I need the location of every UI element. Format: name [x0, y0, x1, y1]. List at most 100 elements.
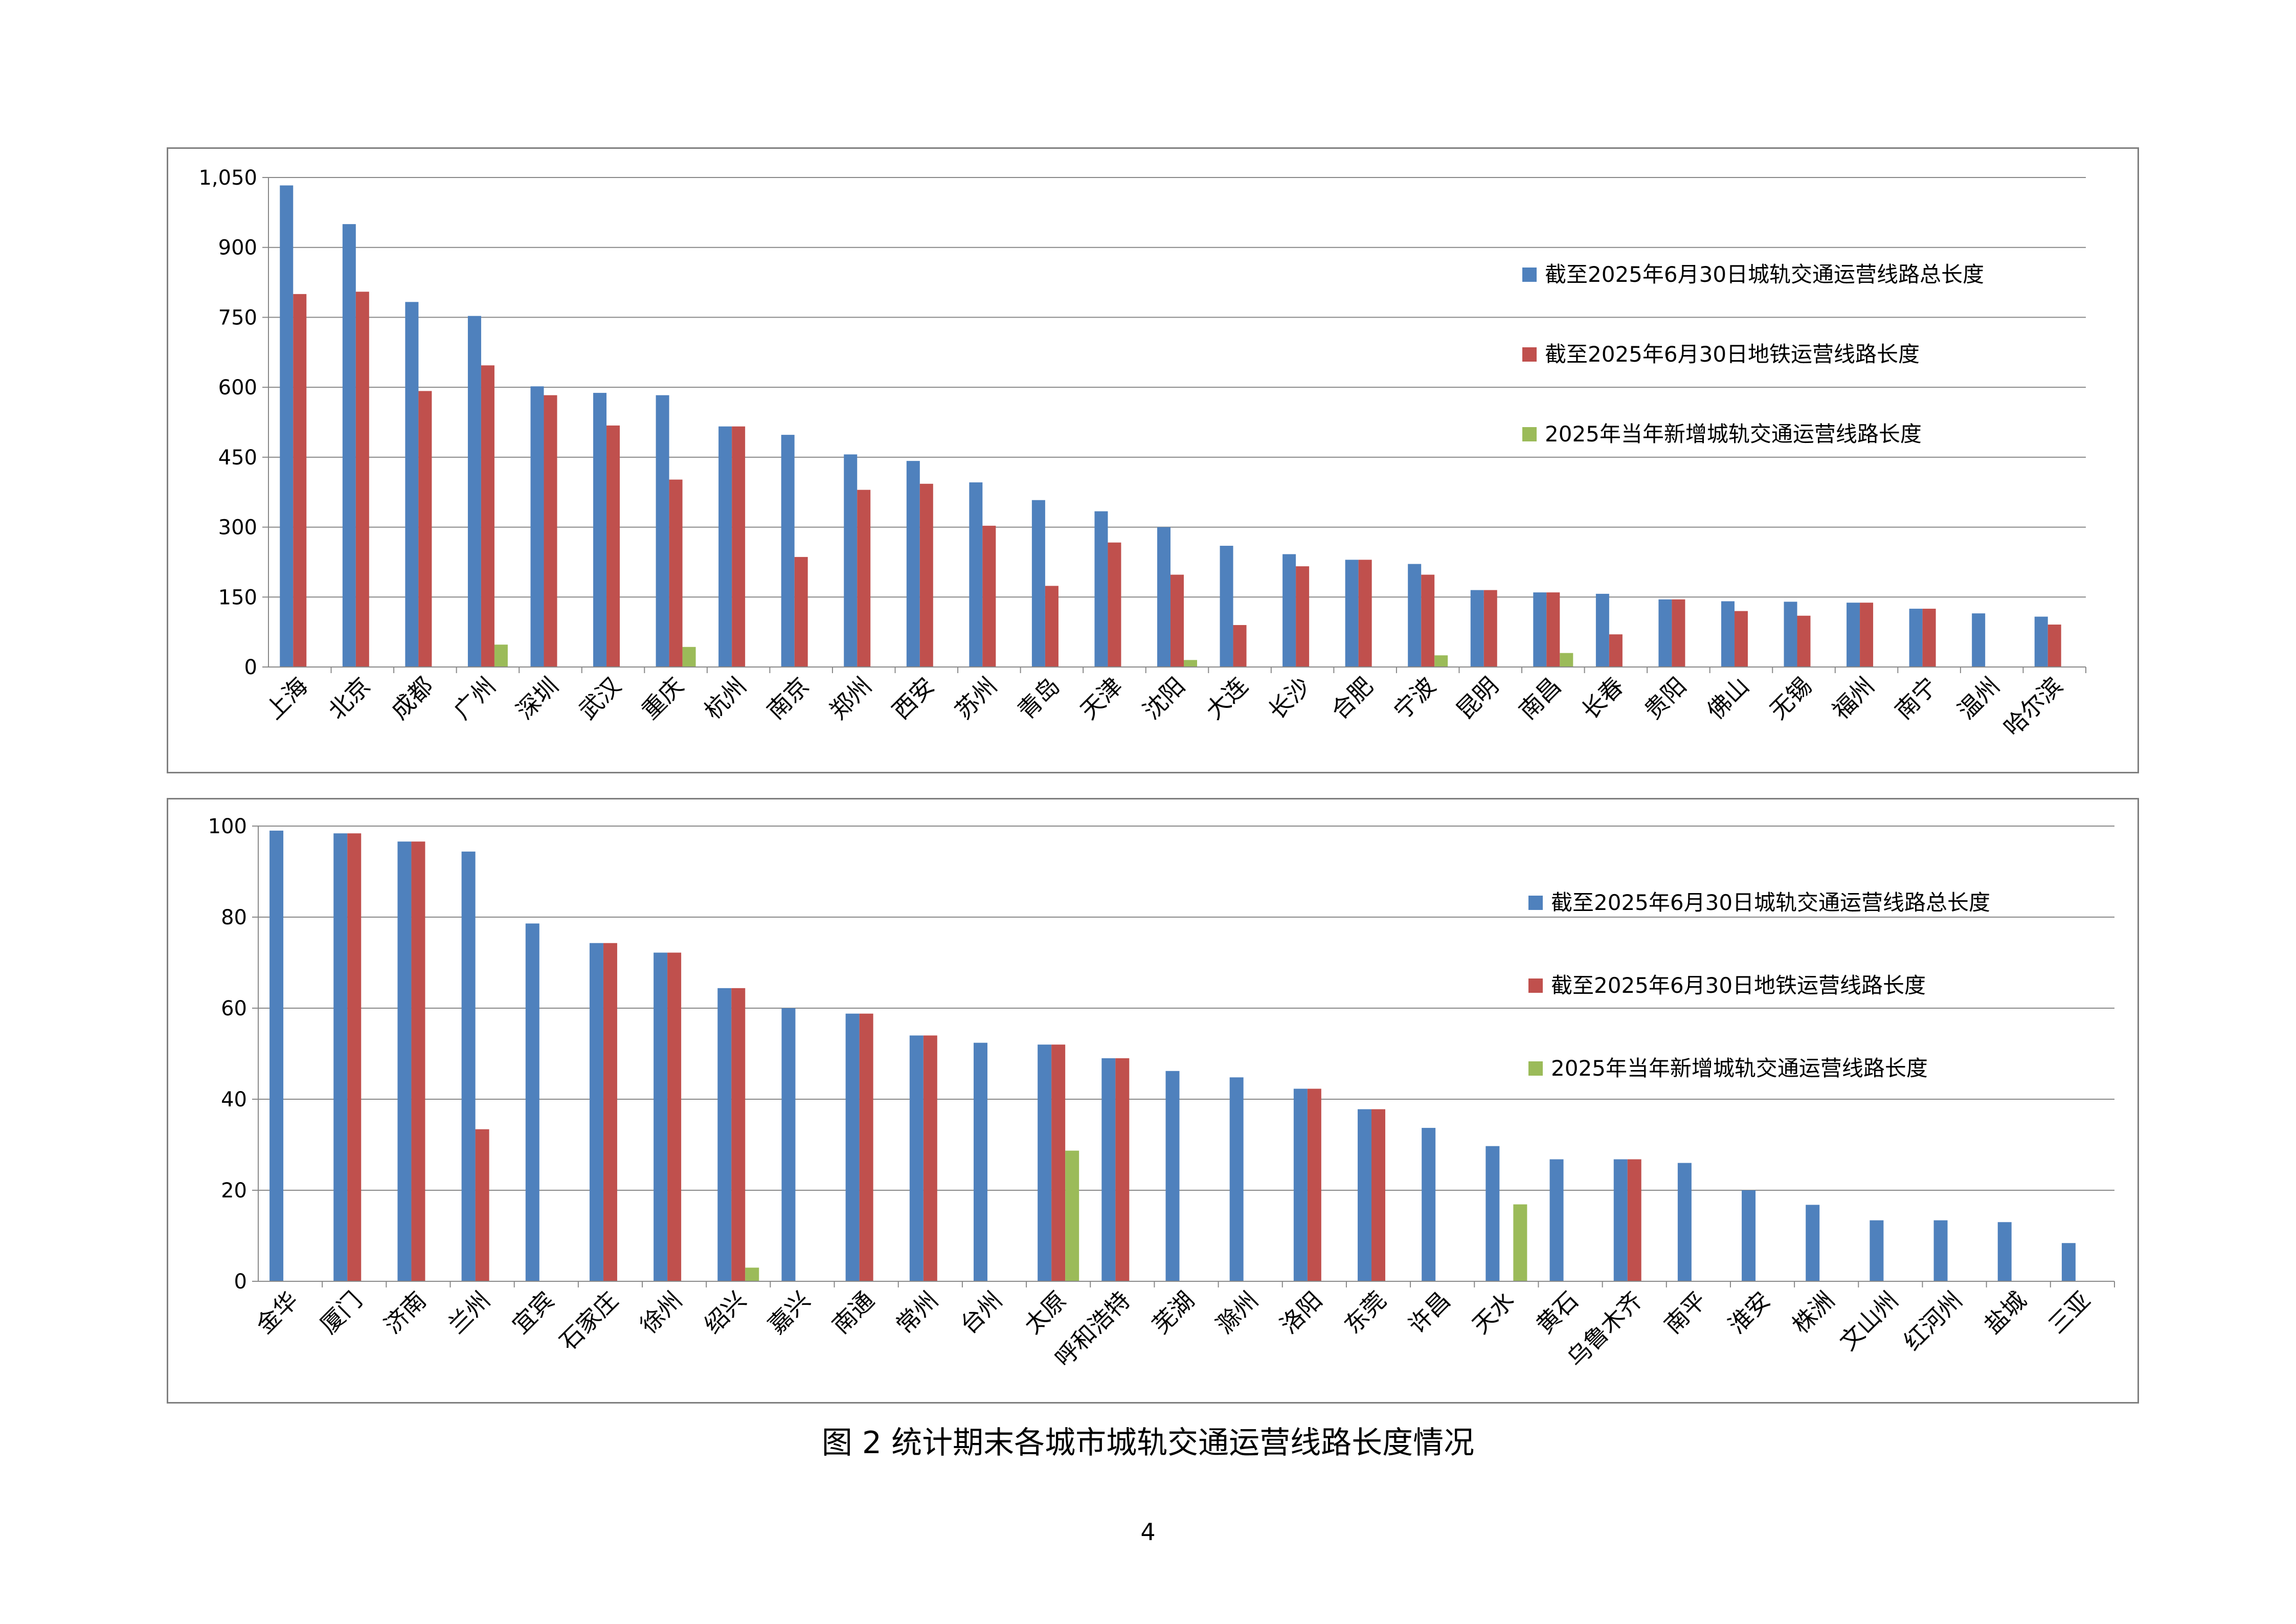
legend: 截至2025年6月30日城轨交通运营线路总长度截至2025年6月30日地铁运营线…	[1528, 890, 1990, 1081]
bar-成都-series-2	[418, 391, 432, 667]
bar-太原-series-1	[1038, 1044, 1052, 1281]
bar-杭州-series-2	[732, 426, 746, 667]
legend-label: 截至2025年6月30日城轨交通运营线路总长度	[1545, 262, 1984, 287]
x-tick-label: 淮安	[1723, 1286, 1775, 1339]
bar-金华-series-1	[269, 830, 284, 1281]
bar-南昌-series-3	[1560, 653, 1573, 667]
legend-swatch	[1522, 427, 1537, 441]
legend-label: 2025年当年新增城轨交通运营线路长度	[1551, 1056, 1928, 1081]
bar-广州-series-1	[467, 316, 481, 667]
bar-三亚-series-1	[2061, 1243, 2076, 1281]
x-tick-label: 重庆	[636, 672, 689, 725]
bar-呼和浩特-series-2	[1115, 1058, 1130, 1281]
bar-常州-series-1	[909, 1035, 924, 1281]
bar-昆明-series-1	[1470, 590, 1484, 667]
bar-绍兴-series-2	[731, 988, 746, 1281]
x-tick-label: 广州	[448, 672, 501, 725]
bar-郑州-series-2	[857, 490, 871, 667]
y-tick-label: 600	[218, 376, 257, 399]
legend: 截至2025年6月30日城轨交通运营线路总长度截至2025年6月30日地铁运营线…	[1522, 262, 1984, 447]
y-tick-label: 450	[218, 446, 257, 470]
legend-swatch	[1528, 978, 1543, 993]
x-tick-label: 文山州	[1834, 1286, 1904, 1356]
x-tick-label: 成都	[386, 672, 438, 725]
x-tick-label: 洛阳	[1275, 1286, 1327, 1339]
bar-南宁-series-2	[1922, 609, 1936, 667]
bar-徐州-series-2	[667, 952, 682, 1281]
bar-广州-series-2	[481, 365, 494, 667]
bar-哈尔滨-series-1	[2034, 616, 2048, 667]
bar-黄石-series-1	[1549, 1159, 1564, 1281]
bar-福州-series-2	[1860, 603, 1874, 667]
bar-南通-series-1	[845, 1013, 860, 1281]
x-tick-label: 温州	[1952, 672, 2005, 725]
bar-洛阳-series-2	[1307, 1088, 1321, 1281]
x-tick-label: 黄石	[1531, 1286, 1584, 1339]
legend-swatch	[1522, 268, 1537, 282]
bar-无锡-series-2	[1797, 615, 1811, 667]
bar-南昌-series-1	[1533, 592, 1547, 667]
chart-panel-top: 0 150 300 450 600 750 900 1,050 上海 北京 成都 广州 深圳 武汉 重庆 杭州…	[167, 147, 2139, 773]
x-tick-label: 宜宾	[507, 1286, 559, 1339]
x-tick-label: 金华	[251, 1286, 303, 1339]
bar-南京-series-1	[781, 435, 795, 667]
bar-洛阳-series-1	[1293, 1088, 1308, 1281]
x-tick-label: 合肥	[1325, 672, 1378, 725]
y-tick-label: 0	[244, 656, 257, 679]
x-tick-label: 太原	[1019, 1286, 1071, 1339]
x-tick-label: 郑州	[824, 672, 877, 725]
bar-宁波-series-1	[1408, 564, 1422, 667]
bar-徐州-series-1	[654, 952, 668, 1281]
bar-南平-series-1	[1677, 1163, 1692, 1281]
bar-佛山-series-1	[1721, 601, 1735, 667]
x-tick-label: 东莞	[1339, 1286, 1391, 1339]
bar-石家庄-series-2	[603, 943, 617, 1281]
bar-乌鲁木齐-series-1	[1613, 1159, 1628, 1281]
x-tick-label: 西安	[887, 672, 939, 725]
bar-常州-series-2	[923, 1035, 937, 1281]
bar-呼和浩特-series-1	[1101, 1058, 1116, 1281]
bar-太原-series-2	[1051, 1044, 1066, 1281]
x-tick-label: 南京	[761, 672, 814, 725]
bar-青岛-series-1	[1031, 500, 1045, 667]
bar-深圳-series-1	[530, 386, 544, 667]
bar-无锡-series-1	[1784, 602, 1797, 667]
x-tick-label: 天津	[1075, 672, 1128, 725]
x-tick-label: 贵阳	[1639, 672, 1692, 725]
bar-天水-series-3	[1513, 1204, 1527, 1281]
bar-南宁-series-1	[1909, 609, 1923, 667]
y-tick-label: 0	[234, 1270, 247, 1294]
x-tick-label: 三亚	[2043, 1286, 2096, 1339]
bar-济南-series-1	[397, 841, 412, 1281]
x-tick-label: 宁波	[1388, 672, 1441, 725]
page-number: 4	[1140, 1518, 1156, 1546]
legend-swatch	[1528, 896, 1543, 910]
bar-北京-series-1	[342, 224, 356, 668]
bar-兰州-series-2	[475, 1129, 489, 1281]
bar-宁波-series-2	[1421, 574, 1435, 667]
bar-重庆-series-2	[669, 479, 683, 667]
bar-成都-series-1	[405, 302, 419, 667]
x-tick-label: 北京	[323, 672, 375, 725]
bar-杭州-series-1	[718, 426, 732, 667]
x-tick-label: 济南	[378, 1286, 431, 1339]
bar-哈尔滨-series-2	[2047, 625, 2061, 667]
bar-台州-series-1	[973, 1042, 987, 1281]
bar-长沙-series-1	[1282, 554, 1296, 667]
bar-长春-series-2	[1609, 634, 1623, 667]
bar-佛山-series-2	[1734, 611, 1748, 667]
bar-宜宾-series-1	[525, 923, 539, 1281]
bar-沈阳-series-2	[1170, 574, 1184, 667]
y-tick-label: 900	[218, 236, 257, 260]
legend-swatch	[1522, 347, 1537, 362]
bar-兰州-series-1	[461, 851, 476, 1281]
bar-济南-series-2	[411, 841, 425, 1281]
x-tick-label: 上海	[260, 672, 313, 725]
bar-郑州-series-1	[844, 454, 858, 667]
y-tick-label: 1,050	[198, 166, 257, 190]
bar-chart-top: 0 150 300 450 600 750 900 1,050 上海 北京 成都 广州 深圳 武汉 重庆 杭州…	[198, 166, 2086, 741]
bar-贵阳-series-1	[1658, 599, 1672, 667]
bar-厦门-series-2	[347, 833, 362, 1281]
bar-芜湖-series-1	[1165, 1071, 1180, 1281]
bar-石家庄-series-1	[589, 943, 603, 1281]
